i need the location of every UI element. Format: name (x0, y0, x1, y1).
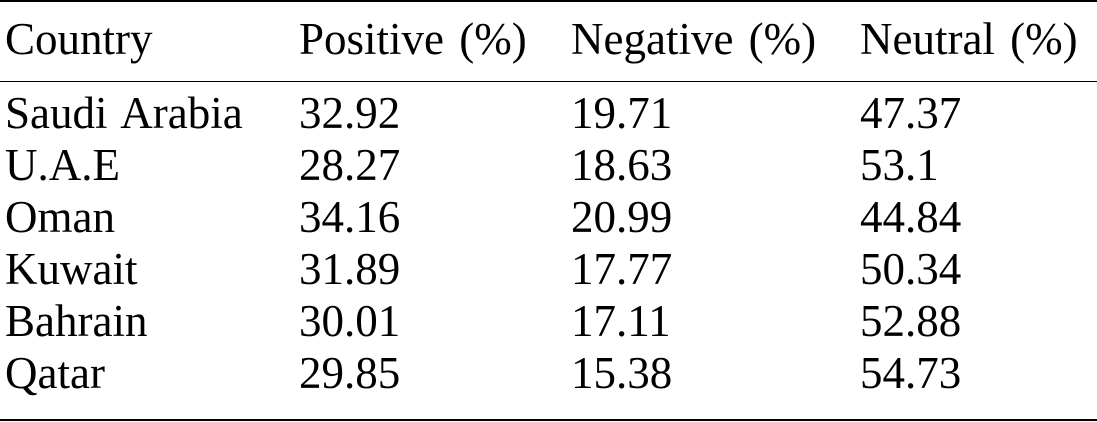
header-rule (0, 81, 1097, 82)
negative-cell: 15.38 (571, 348, 673, 398)
negative-cell: 17.77 (571, 244, 673, 294)
neutral-cell: 54.73 (860, 348, 962, 398)
country-cell: Qatar (5, 348, 105, 398)
country-cell: Saudi Arabia (5, 88, 243, 138)
table-row: Qatar 29.85 15.38 54.73 (0, 347, 1097, 399)
header-neutral: Neutral (%) (860, 14, 1078, 64)
positive-cell: 34.16 (299, 192, 401, 242)
table-row: Bahrain 30.01 17.11 52.88 (0, 295, 1097, 347)
neutral-cell: 50.34 (860, 244, 962, 294)
positive-cell: 28.27 (299, 140, 401, 190)
country-cell: Bahrain (5, 296, 148, 346)
neutral-cell: 47.37 (860, 88, 962, 138)
table-row: Saudi Arabia 32.92 19.71 47.37 (0, 87, 1097, 139)
header-country: Country (5, 14, 153, 64)
neutral-cell: 44.84 (860, 192, 962, 242)
header-negative: Negative (%) (571, 14, 817, 64)
bottom-rule (0, 419, 1097, 421)
table-row: U.A.E 28.27 18.63 53.1 (0, 139, 1097, 191)
country-cell: U.A.E (5, 140, 120, 190)
positive-cell: 31.89 (299, 244, 401, 294)
header-positive: Positive (%) (299, 14, 527, 64)
negative-cell: 19.71 (571, 88, 673, 138)
top-rule (0, 0, 1097, 2)
negative-cell: 20.99 (571, 192, 673, 242)
negative-cell: 17.11 (571, 296, 671, 346)
positive-cell: 29.85 (299, 348, 401, 398)
positive-cell: 30.01 (299, 296, 401, 346)
country-cell: Kuwait (5, 244, 138, 294)
neutral-cell: 52.88 (860, 296, 962, 346)
table-row: Oman 34.16 20.99 44.84 (0, 191, 1097, 243)
country-cell: Oman (5, 192, 115, 242)
negative-cell: 18.63 (571, 140, 673, 190)
neutral-cell: 53.1 (860, 140, 939, 190)
positive-cell: 32.92 (299, 88, 401, 138)
table-header-row: Country Positive (%) Negative (%) Neutra… (0, 13, 1097, 65)
table-row: Kuwait 31.89 17.77 50.34 (0, 243, 1097, 295)
